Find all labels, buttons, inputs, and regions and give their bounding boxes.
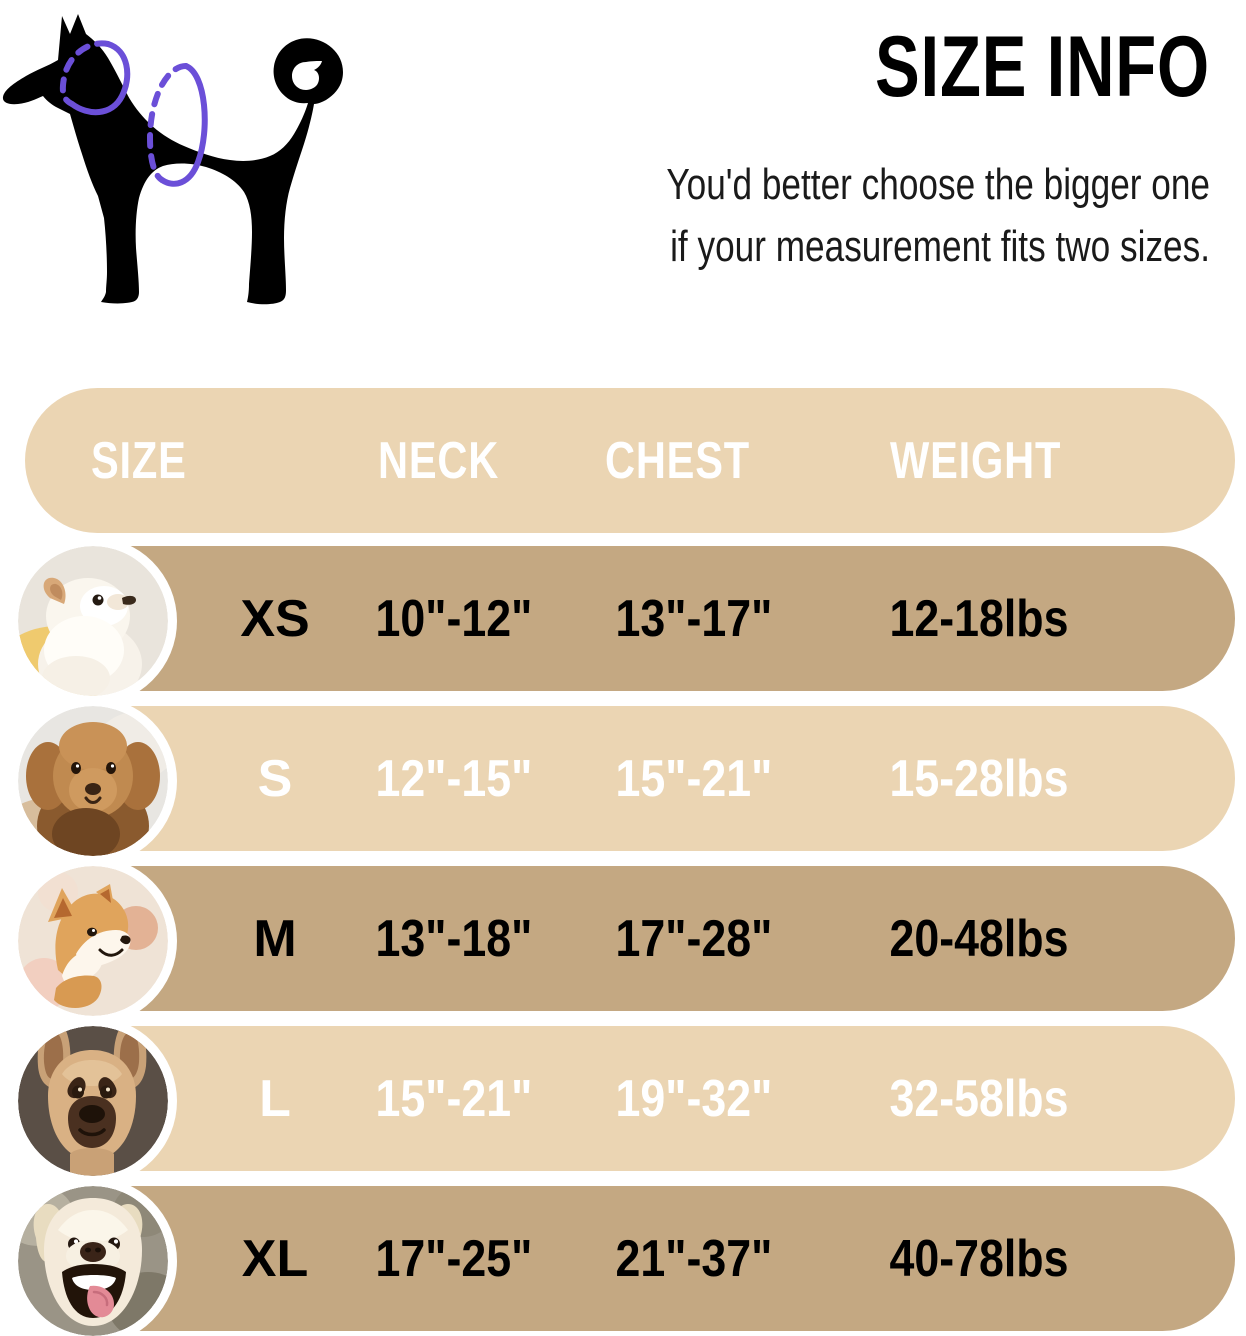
table-row-m: M 13"-18" 17"-28" 20-48lbs [60, 866, 1235, 1011]
cell-weight-m: 20-48lbs [889, 909, 1069, 968]
dog-measurement-diagram [0, 4, 400, 324]
cell-weight-xl: 40-78lbs [889, 1229, 1069, 1288]
table-row-xs: XS 10"-12" 13"-17" 12-18lbs [60, 546, 1235, 691]
cell-chest-l: 19"-32" [615, 1069, 773, 1128]
cell-size-m: M [253, 909, 297, 968]
size-table: SIZE NECK CHEST WEIGHT [0, 388, 1246, 1336]
column-header-size: SIZE [91, 431, 187, 490]
cell-size-xl: XL [241, 1229, 309, 1288]
cell-chest-xs: 13"-17" [615, 589, 773, 648]
subtitle-line-2: if your measurement fits two sizes. [670, 222, 1210, 272]
cell-chest-xl: 21"-37" [615, 1229, 773, 1288]
header-section: SIZE INFO You'd better choose the bigger… [0, 0, 1246, 340]
cell-weight-s: 15-28lbs [889, 749, 1069, 808]
table-row-l: L 15"-21" 19"-32" 32-58lbs [60, 1026, 1235, 1171]
table-row-xl: XL 17"-25" 21"-37" 40-78lbs [60, 1186, 1235, 1331]
header-text-block: SIZE INFO You'd better choose the bigger… [420, 14, 1210, 314]
page-subtitle: You'd better choose the bigger one if yo… [578, 154, 1210, 279]
cell-weight-xs: 12-18lbs [889, 589, 1069, 648]
cell-neck-s: 12"-15" [375, 749, 533, 808]
cell-size-s: S [257, 749, 293, 808]
cell-neck-m: 13"-18" [375, 909, 533, 968]
column-header-chest: CHEST [605, 431, 750, 490]
cell-weight-l: 32-58lbs [889, 1069, 1069, 1128]
cell-size-xs: XS [240, 589, 310, 648]
column-header-neck: NECK [378, 431, 500, 490]
avatar-l [18, 1026, 168, 1176]
avatar-xs [18, 546, 168, 696]
avatar-xl [18, 1186, 168, 1336]
avatar-s [18, 706, 168, 856]
subtitle-line-1: You'd better choose the bigger one [666, 160, 1210, 209]
cell-chest-s: 15"-21" [615, 749, 773, 808]
cell-neck-xl: 17"-25" [375, 1229, 533, 1288]
table-row-s: S 12"-15" 15"-21" 15-28lbs [60, 706, 1235, 851]
avatar-m [18, 866, 168, 1016]
cell-neck-l: 15"-21" [375, 1069, 533, 1128]
table-header-row: SIZE NECK CHEST WEIGHT [25, 388, 1235, 533]
cell-chest-m: 17"-28" [615, 909, 773, 968]
cell-neck-xs: 10"-12" [375, 589, 533, 648]
column-header-weight: WEIGHT [890, 431, 1062, 490]
page-title: SIZE INFO [875, 19, 1210, 115]
cell-size-l: L [259, 1069, 291, 1128]
